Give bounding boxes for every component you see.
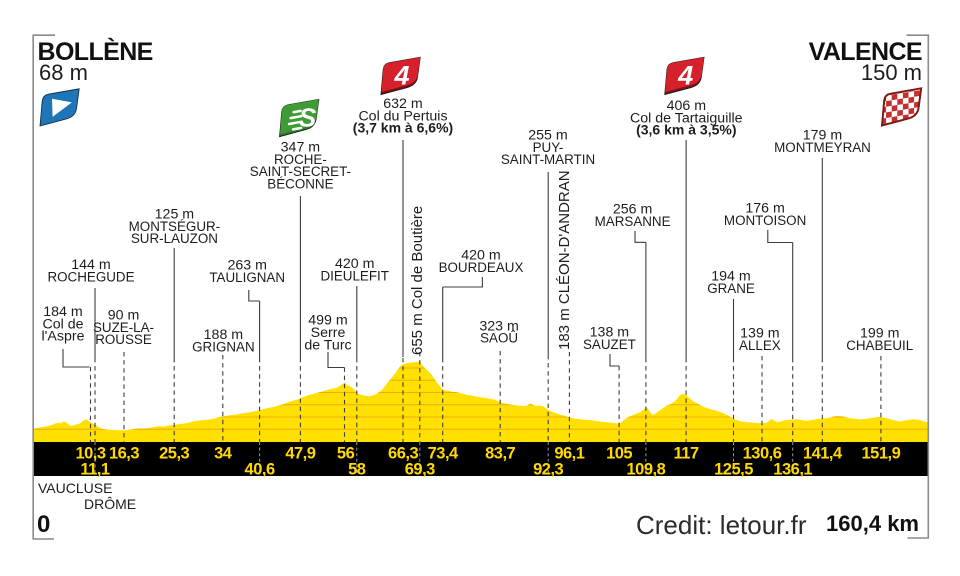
svg-text:184 m: 184 m	[43, 304, 82, 320]
svg-text:16,3: 16,3	[109, 445, 139, 463]
svg-text:151,9: 151,9	[862, 445, 901, 463]
svg-text:4: 4	[677, 61, 693, 91]
svg-text:MONTSÉGUR-: MONTSÉGUR-	[129, 219, 221, 234]
svg-text:176 m: 176 m	[745, 200, 784, 216]
svg-text:SAINT-SECRET-: SAINT-SECRET-	[250, 164, 351, 179]
svg-text:141,4: 141,4	[803, 445, 843, 463]
svg-text:(3,7 km à 6,6%): (3,7 km à 6,6%)	[353, 120, 453, 136]
svg-text:l'Aspre: l'Aspre	[42, 329, 85, 345]
svg-text:BÉCONNE: BÉCONNE	[267, 177, 333, 192]
svg-text:GRANE: GRANE	[707, 281, 755, 296]
svg-text:263 m: 263 m	[227, 258, 266, 274]
svg-text:TAULIGNAN: TAULIGNAN	[209, 270, 285, 285]
svg-text:420 m: 420 m	[461, 247, 500, 263]
svg-text:MARSANNE: MARSANNE	[595, 214, 671, 229]
svg-text:117: 117	[674, 445, 699, 463]
svg-text:ROUSSE: ROUSSE	[95, 332, 152, 347]
svg-text:125 m: 125 m	[155, 206, 194, 222]
svg-text:139 m: 139 m	[740, 325, 779, 341]
svg-text:MONTMEYRAN: MONTMEYRAN	[774, 140, 871, 155]
svg-text:Col de Tartaiguille: Col de Tartaiguille	[630, 110, 743, 126]
svg-text:34: 34	[214, 445, 233, 463]
svg-text:499 m: 499 m	[308, 313, 347, 329]
svg-text:BOLLÈNE: BOLLÈNE	[38, 37, 153, 66]
svg-text:VALENCE: VALENCE	[809, 38, 922, 66]
svg-text:66,3: 66,3	[388, 445, 418, 463]
svg-text:199 m: 199 m	[860, 325, 899, 341]
svg-text:150 m: 150 m	[861, 60, 922, 85]
svg-text:194 m: 194 m	[711, 268, 750, 284]
svg-text:73,4: 73,4	[428, 445, 459, 463]
svg-text:69,3: 69,3	[405, 461, 435, 479]
svg-text:655 m Col de Boutière: 655 m Col de Boutière	[409, 206, 426, 355]
svg-text:SAOÛ: SAOÛ	[480, 331, 518, 346]
svg-text:25,3: 25,3	[159, 445, 189, 463]
svg-text:CHABEUIL: CHABEUIL	[846, 338, 913, 353]
svg-text:SUZE-LA-: SUZE-LA-	[93, 320, 154, 335]
svg-text:109,8: 109,8	[627, 461, 666, 479]
svg-text:Col de: Col de	[42, 316, 83, 332]
svg-text:4: 4	[393, 61, 409, 91]
svg-text:56: 56	[337, 445, 355, 463]
svg-text:DIEULEFIT: DIEULEFIT	[320, 269, 388, 284]
svg-text:Col du Pertuis: Col du Pertuis	[358, 108, 447, 124]
svg-text:58: 58	[348, 461, 366, 479]
svg-text:SAUZET: SAUZET	[583, 337, 636, 352]
svg-text:40,6: 40,6	[245, 461, 275, 479]
svg-text:PUY-: PUY-	[533, 140, 564, 155]
svg-text:130,6: 130,6	[743, 445, 782, 463]
svg-text:S: S	[299, 103, 317, 133]
svg-text:144 m: 144 m	[71, 257, 110, 273]
svg-text:68 m: 68 m	[39, 60, 88, 85]
svg-text:11,1: 11,1	[80, 461, 110, 479]
svg-text:160,4 km: 160,4 km	[826, 511, 919, 536]
svg-text:125,5: 125,5	[714, 461, 753, 479]
svg-text:ROCHEGUDE: ROCHEGUDE	[47, 270, 134, 285]
svg-text:323 m: 323 m	[479, 318, 518, 334]
svg-text:0: 0	[37, 511, 50, 538]
svg-text:255 m: 255 m	[528, 127, 567, 143]
svg-text:138 m: 138 m	[590, 324, 629, 340]
svg-text:179 m: 179 m	[803, 127, 842, 143]
svg-text:SUR-LAUZON: SUR-LAUZON	[131, 231, 218, 246]
svg-text:SAINT-MARTIN: SAINT-MARTIN	[501, 152, 595, 167]
svg-text:420 m: 420 m	[335, 256, 374, 272]
svg-text:47,9: 47,9	[285, 445, 315, 463]
svg-text:183 m CLÉON-D'ANDRAN: 183 m CLÉON-D'ANDRAN	[556, 170, 573, 350]
svg-text:256 m: 256 m	[613, 201, 652, 217]
svg-text:VAUCLUSE: VAUCLUSE	[38, 480, 112, 496]
svg-text:Serre: Serre	[311, 325, 346, 341]
svg-text:(3,6 km à 3,5%): (3,6 km à 3,5%)	[636, 122, 736, 138]
svg-text:83,7: 83,7	[485, 445, 515, 463]
svg-text:GRIGNAN: GRIGNAN	[192, 339, 255, 354]
svg-text:105: 105	[606, 445, 632, 463]
svg-text:ALLEX: ALLEX	[739, 338, 781, 353]
svg-text:ROCHE-: ROCHE-	[274, 152, 327, 167]
svg-text:632 m: 632 m	[383, 96, 422, 112]
svg-text:188 m: 188 m	[204, 327, 243, 343]
svg-text:10,3: 10,3	[75, 445, 105, 463]
svg-text:347 m: 347 m	[281, 139, 320, 155]
svg-text:DRÔME: DRÔME	[84, 496, 136, 512]
svg-text:96,1: 96,1	[554, 445, 584, 463]
svg-text:92,3: 92,3	[533, 461, 563, 479]
svg-text:de Turc: de Turc	[304, 337, 351, 353]
svg-text:MONTOISON: MONTOISON	[724, 213, 806, 228]
svg-text:406 m: 406 m	[667, 98, 706, 114]
svg-text:Credit: letour.fr: Credit: letour.fr	[636, 510, 807, 540]
svg-text:136,1: 136,1	[773, 461, 812, 479]
svg-text:90 m: 90 m	[108, 307, 140, 323]
svg-text:BOURDEAUX: BOURDEAUX	[439, 260, 524, 275]
